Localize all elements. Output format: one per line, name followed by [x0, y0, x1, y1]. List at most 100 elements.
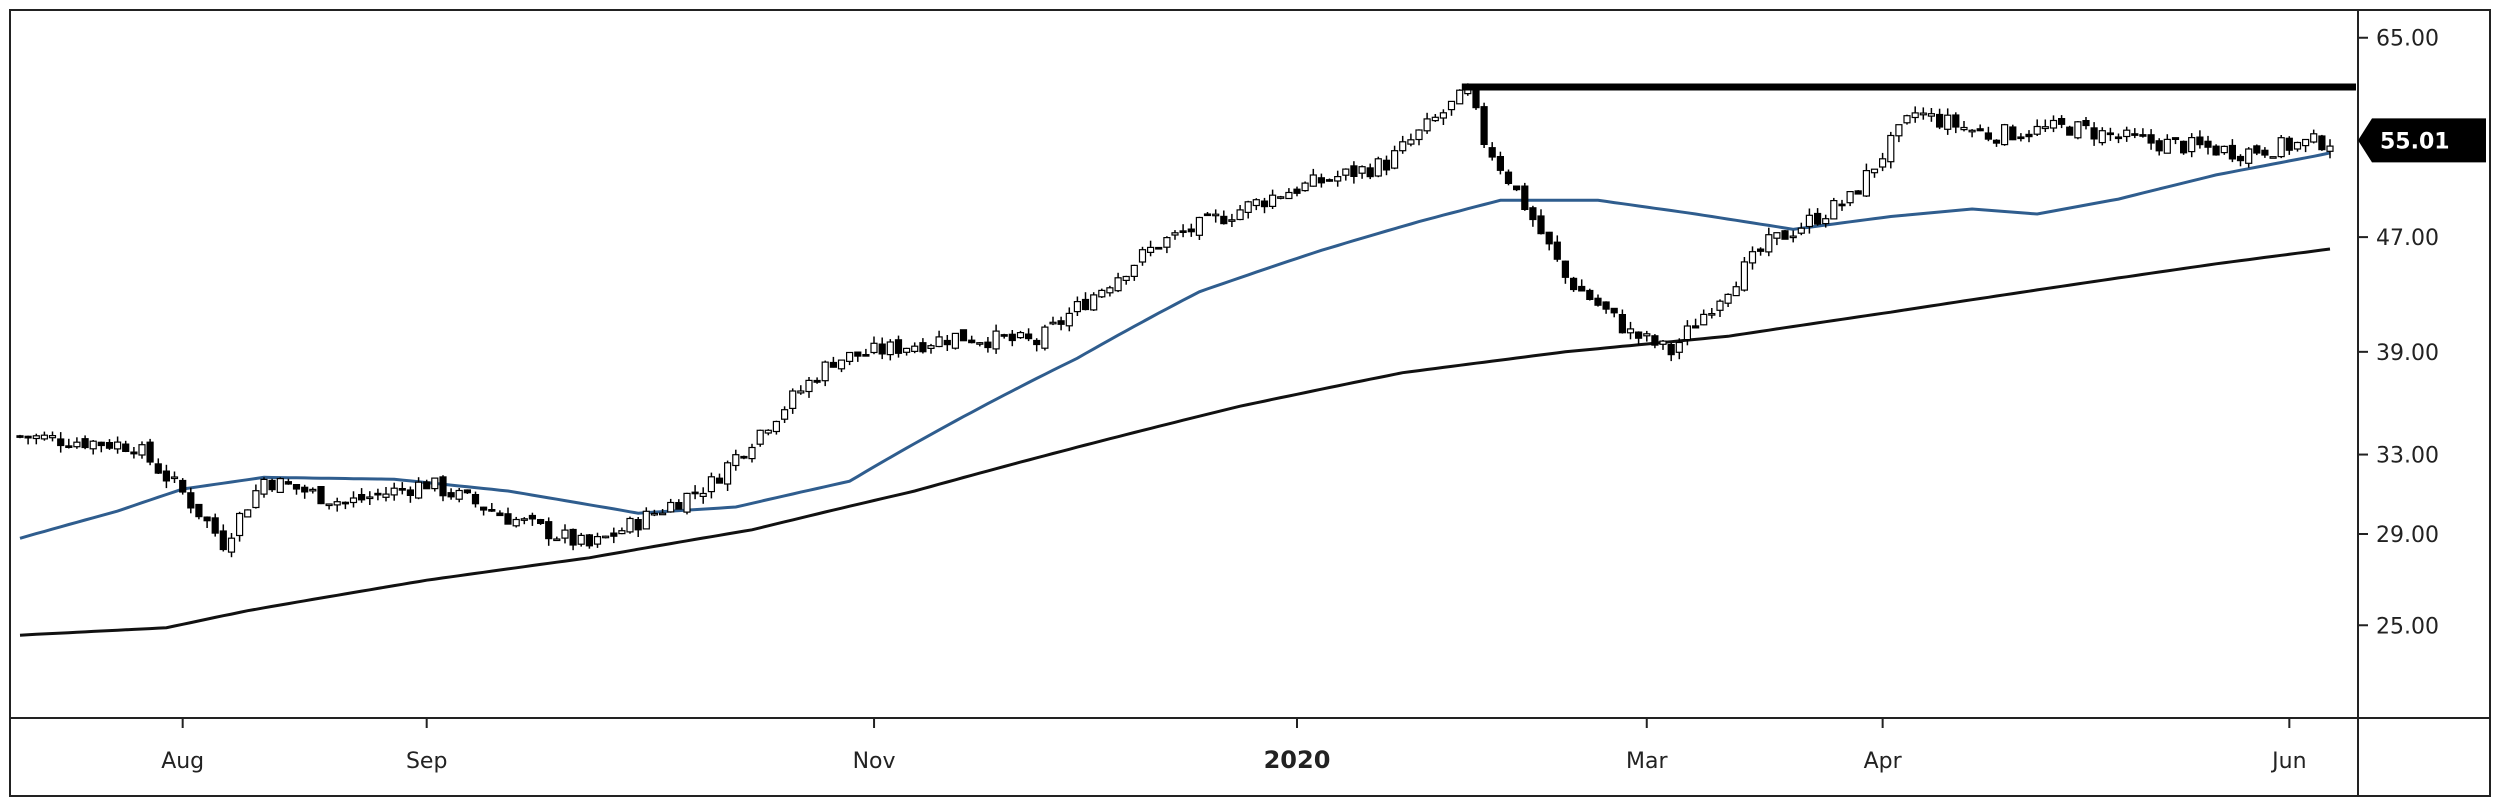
candle-body-down [740, 455, 748, 459]
candle-body-down [1488, 147, 1496, 158]
candle [1968, 129, 1976, 138]
candle [187, 487, 195, 514]
candle-body-up [1285, 191, 1293, 200]
candle [122, 440, 130, 453]
candle-body-down [1220, 215, 1228, 225]
candle-body-down [2017, 136, 2025, 140]
candle-body-down [829, 361, 838, 368]
candle-body-down [2106, 132, 2114, 136]
candle [1797, 222, 1805, 236]
candle [2114, 133, 2123, 144]
candle [390, 482, 398, 501]
candle-body-down [341, 501, 349, 505]
candle-body-down [1260, 200, 1269, 208]
candle [2269, 156, 2277, 159]
candle-body-up [870, 342, 878, 354]
candle-body-down [1586, 289, 1594, 300]
candle-body-down [81, 438, 89, 449]
candle [512, 516, 520, 528]
candle-body-down [1838, 203, 1846, 207]
candle [667, 498, 675, 513]
candle [683, 492, 691, 515]
candle [610, 527, 618, 544]
candle [496, 510, 504, 517]
candle [195, 503, 203, 520]
candle [1163, 236, 1171, 254]
candle-body-up [789, 390, 797, 409]
candle [911, 342, 919, 354]
candle-body-up [1374, 158, 1382, 177]
candle-body-up [1228, 219, 1236, 222]
last-price-marker: 55.01 [2358, 118, 2486, 163]
candle-body-up [2098, 130, 2106, 144]
candle [2212, 144, 2220, 156]
candle-body-up [325, 503, 333, 507]
candle [675, 499, 683, 510]
candle-body-up [1334, 176, 1342, 182]
candle-body-down [1033, 339, 1041, 346]
candle-body-down [1008, 333, 1016, 342]
candle-body-down [1187, 228, 1195, 233]
candle-body-down [1382, 159, 1391, 171]
candle-body-down [1317, 177, 1326, 184]
candle [292, 484, 301, 495]
candle [1301, 181, 1309, 192]
candle-body-down [943, 339, 951, 346]
candle [1512, 185, 1521, 192]
candle [1838, 199, 1846, 211]
candle-body-up [699, 492, 707, 498]
candle-body-down [195, 503, 203, 518]
candle [943, 335, 951, 351]
candle-body-up [1016, 332, 1025, 339]
candle-body-down [480, 506, 488, 511]
candle-body-down [2171, 137, 2180, 140]
candle-body-down [1480, 106, 1488, 145]
candle [113, 436, 122, 454]
candle [1122, 275, 1130, 285]
candle [203, 516, 211, 528]
candle [1374, 156, 1382, 178]
candle-body-up [593, 535, 602, 545]
candle-body-down [463, 489, 471, 494]
candle-body-up [1895, 124, 1903, 137]
candle [309, 487, 317, 494]
candle-body-up [333, 501, 341, 506]
candle [1927, 108, 1936, 122]
candle-body-down [504, 513, 512, 525]
candle [1578, 279, 1586, 292]
candle [601, 535, 610, 539]
candle-body-up [642, 510, 650, 530]
candle-body-down [447, 492, 455, 498]
candle-body-up [1277, 196, 1285, 199]
candle [398, 482, 406, 495]
candle [2074, 121, 2082, 140]
candle-body-up [902, 347, 911, 353]
candle-body-down [2058, 117, 2066, 125]
candle-body-up [1390, 150, 1399, 169]
candle-body-down [528, 514, 537, 520]
candle-body-down [2196, 136, 2204, 146]
candle-body-down [2204, 140, 2212, 148]
candle-body-up [1138, 249, 1147, 263]
candle-body-up [260, 478, 268, 495]
candle [732, 449, 740, 471]
candle [439, 475, 447, 502]
candle [276, 477, 284, 494]
candle [2236, 154, 2245, 167]
price-tick-label: 25.00 [2376, 614, 2439, 639]
candle-body-up [1643, 333, 1651, 337]
candle [1602, 301, 1610, 314]
candle-body-up [667, 501, 675, 513]
candle [374, 488, 382, 501]
candle [211, 513, 219, 537]
candle [1529, 205, 1537, 227]
candle [951, 332, 960, 350]
candle [528, 512, 537, 526]
candle [431, 477, 439, 492]
candle-body-down [2155, 140, 2163, 152]
candle-body-up [683, 492, 691, 513]
candle-body-up [252, 490, 260, 509]
last-price-box [2358, 118, 2486, 163]
candle-body-down [1976, 128, 1984, 132]
candle [536, 518, 545, 525]
